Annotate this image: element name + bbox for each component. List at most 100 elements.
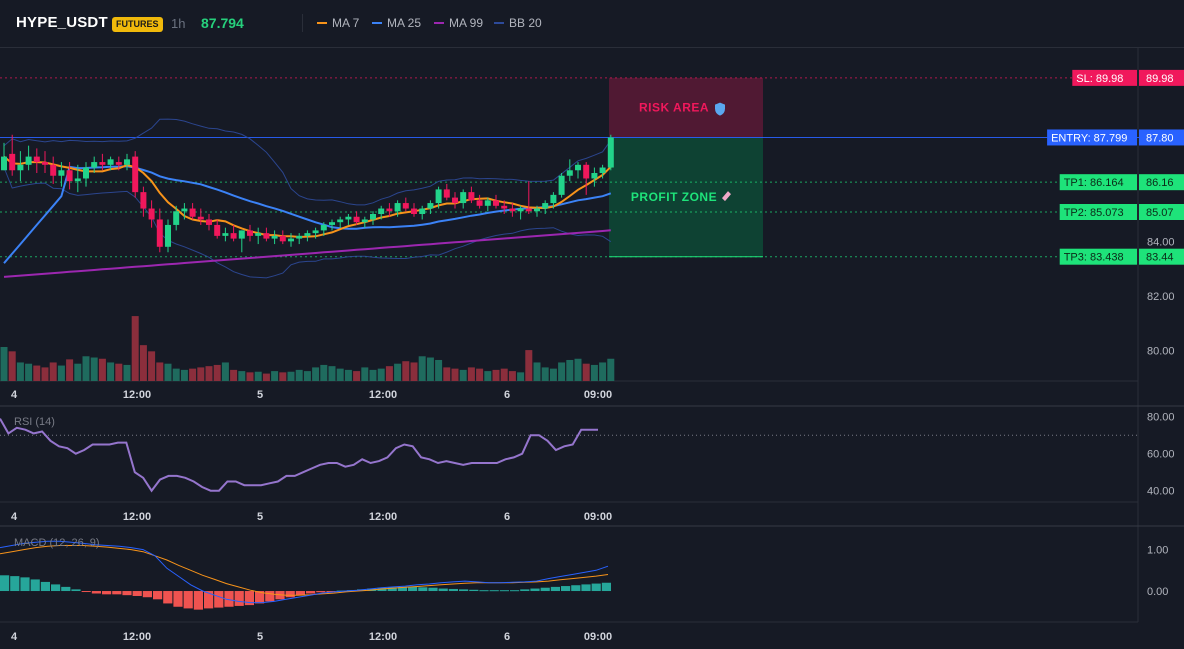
candle	[25, 156, 32, 165]
macd-histogram-bar	[479, 590, 489, 592]
volume-bar	[336, 368, 344, 381]
time-tick-label: 12:00	[123, 389, 151, 401]
price-tick-label: 82.00	[1147, 291, 1175, 303]
bb20-swatch	[494, 22, 504, 24]
level-tag	[1059, 174, 1137, 191]
volume-bar	[287, 371, 295, 381]
futures-badge: FUTURES	[112, 17, 163, 32]
macd-histogram-bar	[469, 589, 479, 592]
volume-bar	[0, 347, 8, 381]
volume-bar	[164, 363, 172, 381]
volume-bar	[410, 362, 418, 381]
candle	[517, 208, 524, 212]
candle	[452, 197, 458, 204]
volume-bar	[590, 364, 598, 381]
level-price-label: 86.16	[1146, 177, 1174, 189]
candle	[411, 208, 417, 214]
timeframe-selector[interactable]: 1h	[171, 16, 186, 31]
candle	[402, 203, 409, 209]
candle	[148, 208, 155, 220]
time-tick-label: 5	[257, 389, 263, 401]
legend-item-bb20[interactable]: BB 20	[494, 16, 542, 30]
volume-bar	[57, 365, 65, 381]
time-tick-label: 5	[257, 631, 263, 643]
volume-bar	[156, 362, 164, 381]
volume-bar	[16, 362, 24, 381]
symbol-title[interactable]: HYPE_USDT	[16, 14, 108, 31]
legend-item-ma99[interactable]: MA 99	[434, 16, 483, 30]
candle	[525, 208, 532, 212]
level-tag-label: ENTRY: 87.799	[1051, 132, 1127, 144]
volume-bar	[385, 366, 393, 381]
macd-histogram-bar	[418, 587, 428, 592]
candle	[238, 230, 245, 239]
candle	[534, 208, 540, 212]
macd-histogram-bar	[448, 588, 458, 592]
macd-histogram-bar	[81, 591, 91, 593]
volume-bar	[262, 373, 270, 381]
volume-bar	[517, 372, 525, 381]
volume-bar	[8, 351, 16, 381]
volume-bar	[90, 357, 98, 381]
volume-bar	[148, 351, 156, 381]
macd-histogram-bar	[10, 576, 20, 592]
volume-bar	[131, 316, 139, 381]
macd-histogram-bar	[91, 591, 101, 594]
candle	[550, 194, 557, 204]
header-divider-line	[0, 47, 1184, 48]
candle	[181, 208, 188, 212]
time-tick-label: 12:00	[369, 631, 397, 643]
candle	[501, 205, 508, 209]
macd-histogram-bar	[326, 591, 336, 593]
last-price: 87.794	[201, 15, 244, 31]
candle	[583, 164, 590, 179]
ma25-swatch	[372, 22, 382, 24]
candle	[599, 167, 606, 173]
macd-histogram-bar	[387, 587, 397, 592]
time-tick-label: 5	[257, 511, 263, 523]
volume-bar	[82, 356, 90, 381]
legend-item-ma7[interactable]: MA 7	[317, 16, 359, 30]
legend-item-ma25[interactable]: MA 25	[372, 16, 421, 30]
macd-histogram-bar	[459, 589, 469, 592]
risk-area-label: RISK AREA	[639, 101, 709, 115]
macd-histogram-bar	[530, 588, 540, 592]
macd-histogram-bar	[0, 575, 10, 592]
rsi-line	[0, 418, 598, 493]
time-tick-label: 6	[504, 389, 510, 401]
volume-bar	[484, 371, 492, 381]
macd-histogram-bar	[244, 591, 254, 606]
candle	[197, 216, 204, 220]
candle	[484, 200, 491, 206]
candle	[386, 208, 393, 212]
volume-bar	[139, 345, 147, 381]
candle	[460, 192, 467, 204]
volume-bar	[123, 364, 131, 381]
macd-histogram-bar	[295, 591, 305, 596]
chart-header: HYPE_USDT FUTURES 1h 87.794 MA 7 MA 25 M…	[0, 0, 1184, 46]
legend-label: MA 7	[332, 16, 360, 30]
candle	[247, 230, 253, 236]
volume-bar	[320, 364, 328, 381]
volume-bar	[197, 367, 205, 381]
rsi-title: RSI (14)	[14, 416, 55, 428]
candle	[607, 137, 614, 168]
ma99-line	[3, 229, 611, 278]
volume-bar	[369, 369, 377, 381]
macd-histogram-bar	[520, 589, 530, 592]
volume-bar	[361, 367, 369, 381]
candle	[91, 162, 98, 168]
macd-histogram-bar	[265, 591, 275, 602]
candle	[206, 219, 212, 225]
volume-bar	[443, 367, 451, 381]
volume-bar	[607, 358, 615, 381]
volume-bar	[541, 367, 549, 381]
macd-histogram-bar	[571, 585, 581, 592]
level-price-tag	[1139, 248, 1184, 265]
level-price-label: 87.80	[1146, 132, 1174, 144]
candle	[33, 156, 40, 163]
volume-bar	[377, 368, 385, 381]
ma7-swatch	[317, 22, 327, 24]
macd-histogram-bar	[132, 591, 142, 596]
